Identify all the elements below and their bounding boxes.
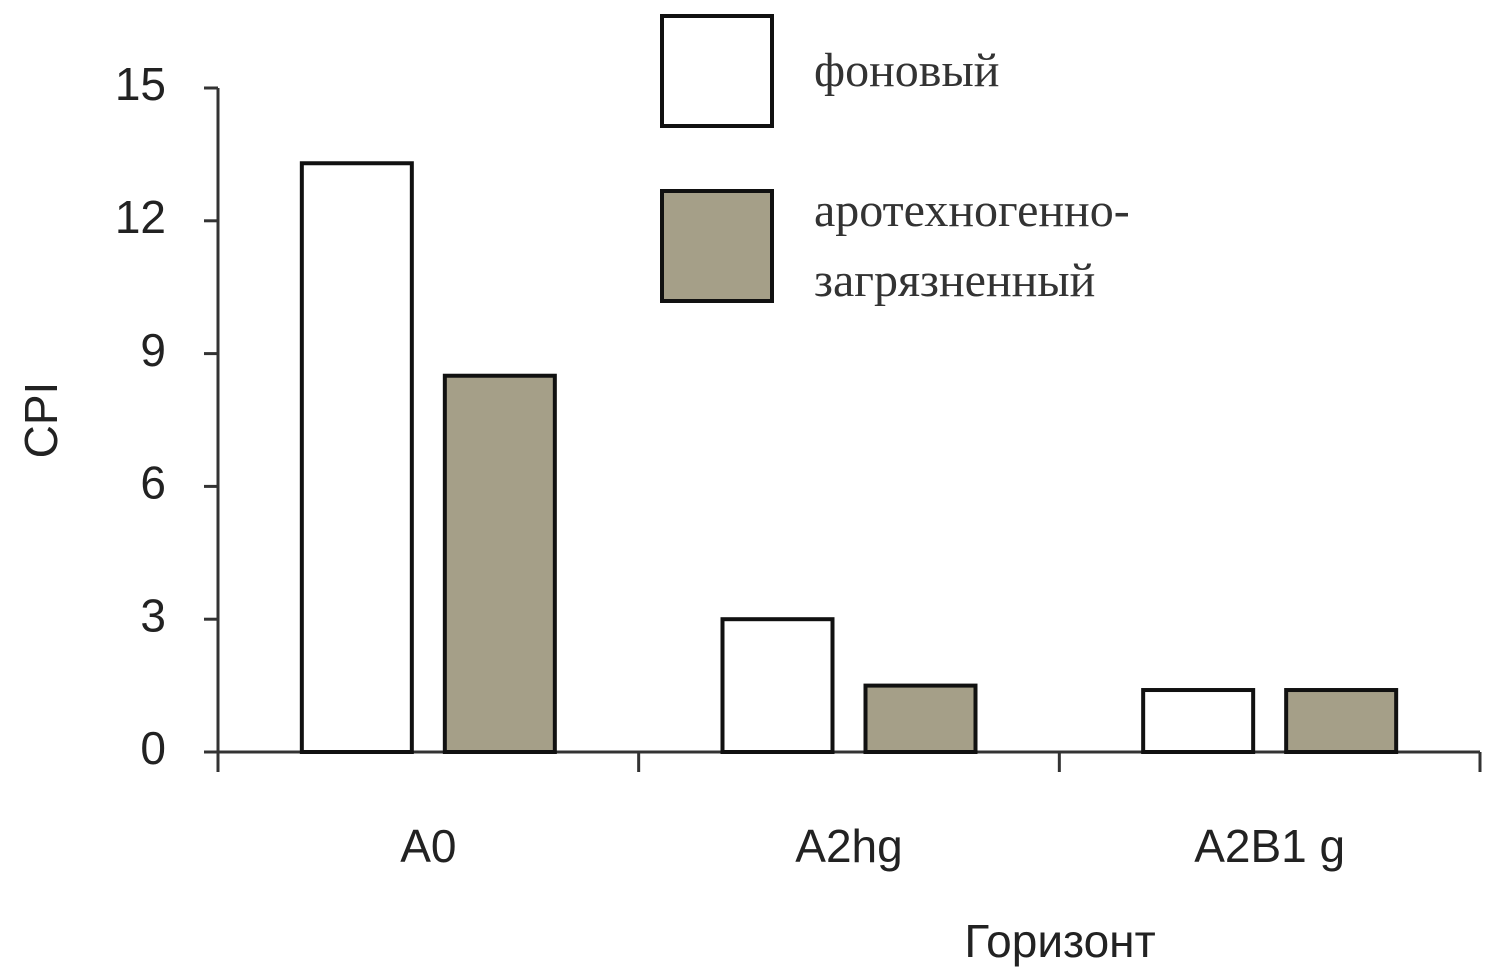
bar: [299, 161, 414, 754]
legend-swatch: [660, 14, 774, 128]
legend-item: аротехногенно-загрязненный: [660, 176, 1300, 316]
y-tick-label: 6: [140, 457, 166, 509]
x-tick-label: A2hg: [795, 820, 902, 872]
x-tick-label: A2B1 g: [1194, 820, 1345, 872]
y-axis-label: CPI: [15, 382, 67, 459]
y-tick-label: 12: [115, 191, 166, 243]
x-tick-label: A0: [400, 820, 456, 872]
y-tick-label: 15: [115, 58, 166, 110]
legend-label: фоновый: [814, 44, 1000, 97]
bar: [1284, 688, 1399, 755]
legend-label: аротехногенно-загрязненный: [814, 184, 1130, 307]
y-tick-label: 3: [140, 589, 166, 641]
bar: [863, 683, 978, 754]
bar: [1141, 688, 1256, 755]
legend-item: фоновый: [660, 14, 1300, 128]
x-axis-label: Горизонт: [964, 915, 1155, 967]
legend: фоновый аротехногенно-загрязненный: [660, 14, 1300, 364]
bar: [720, 617, 835, 755]
y-tick-label: 0: [140, 722, 166, 774]
y-tick-label: 9: [140, 324, 166, 376]
bar: [442, 373, 557, 754]
legend-swatch: [660, 189, 774, 303]
